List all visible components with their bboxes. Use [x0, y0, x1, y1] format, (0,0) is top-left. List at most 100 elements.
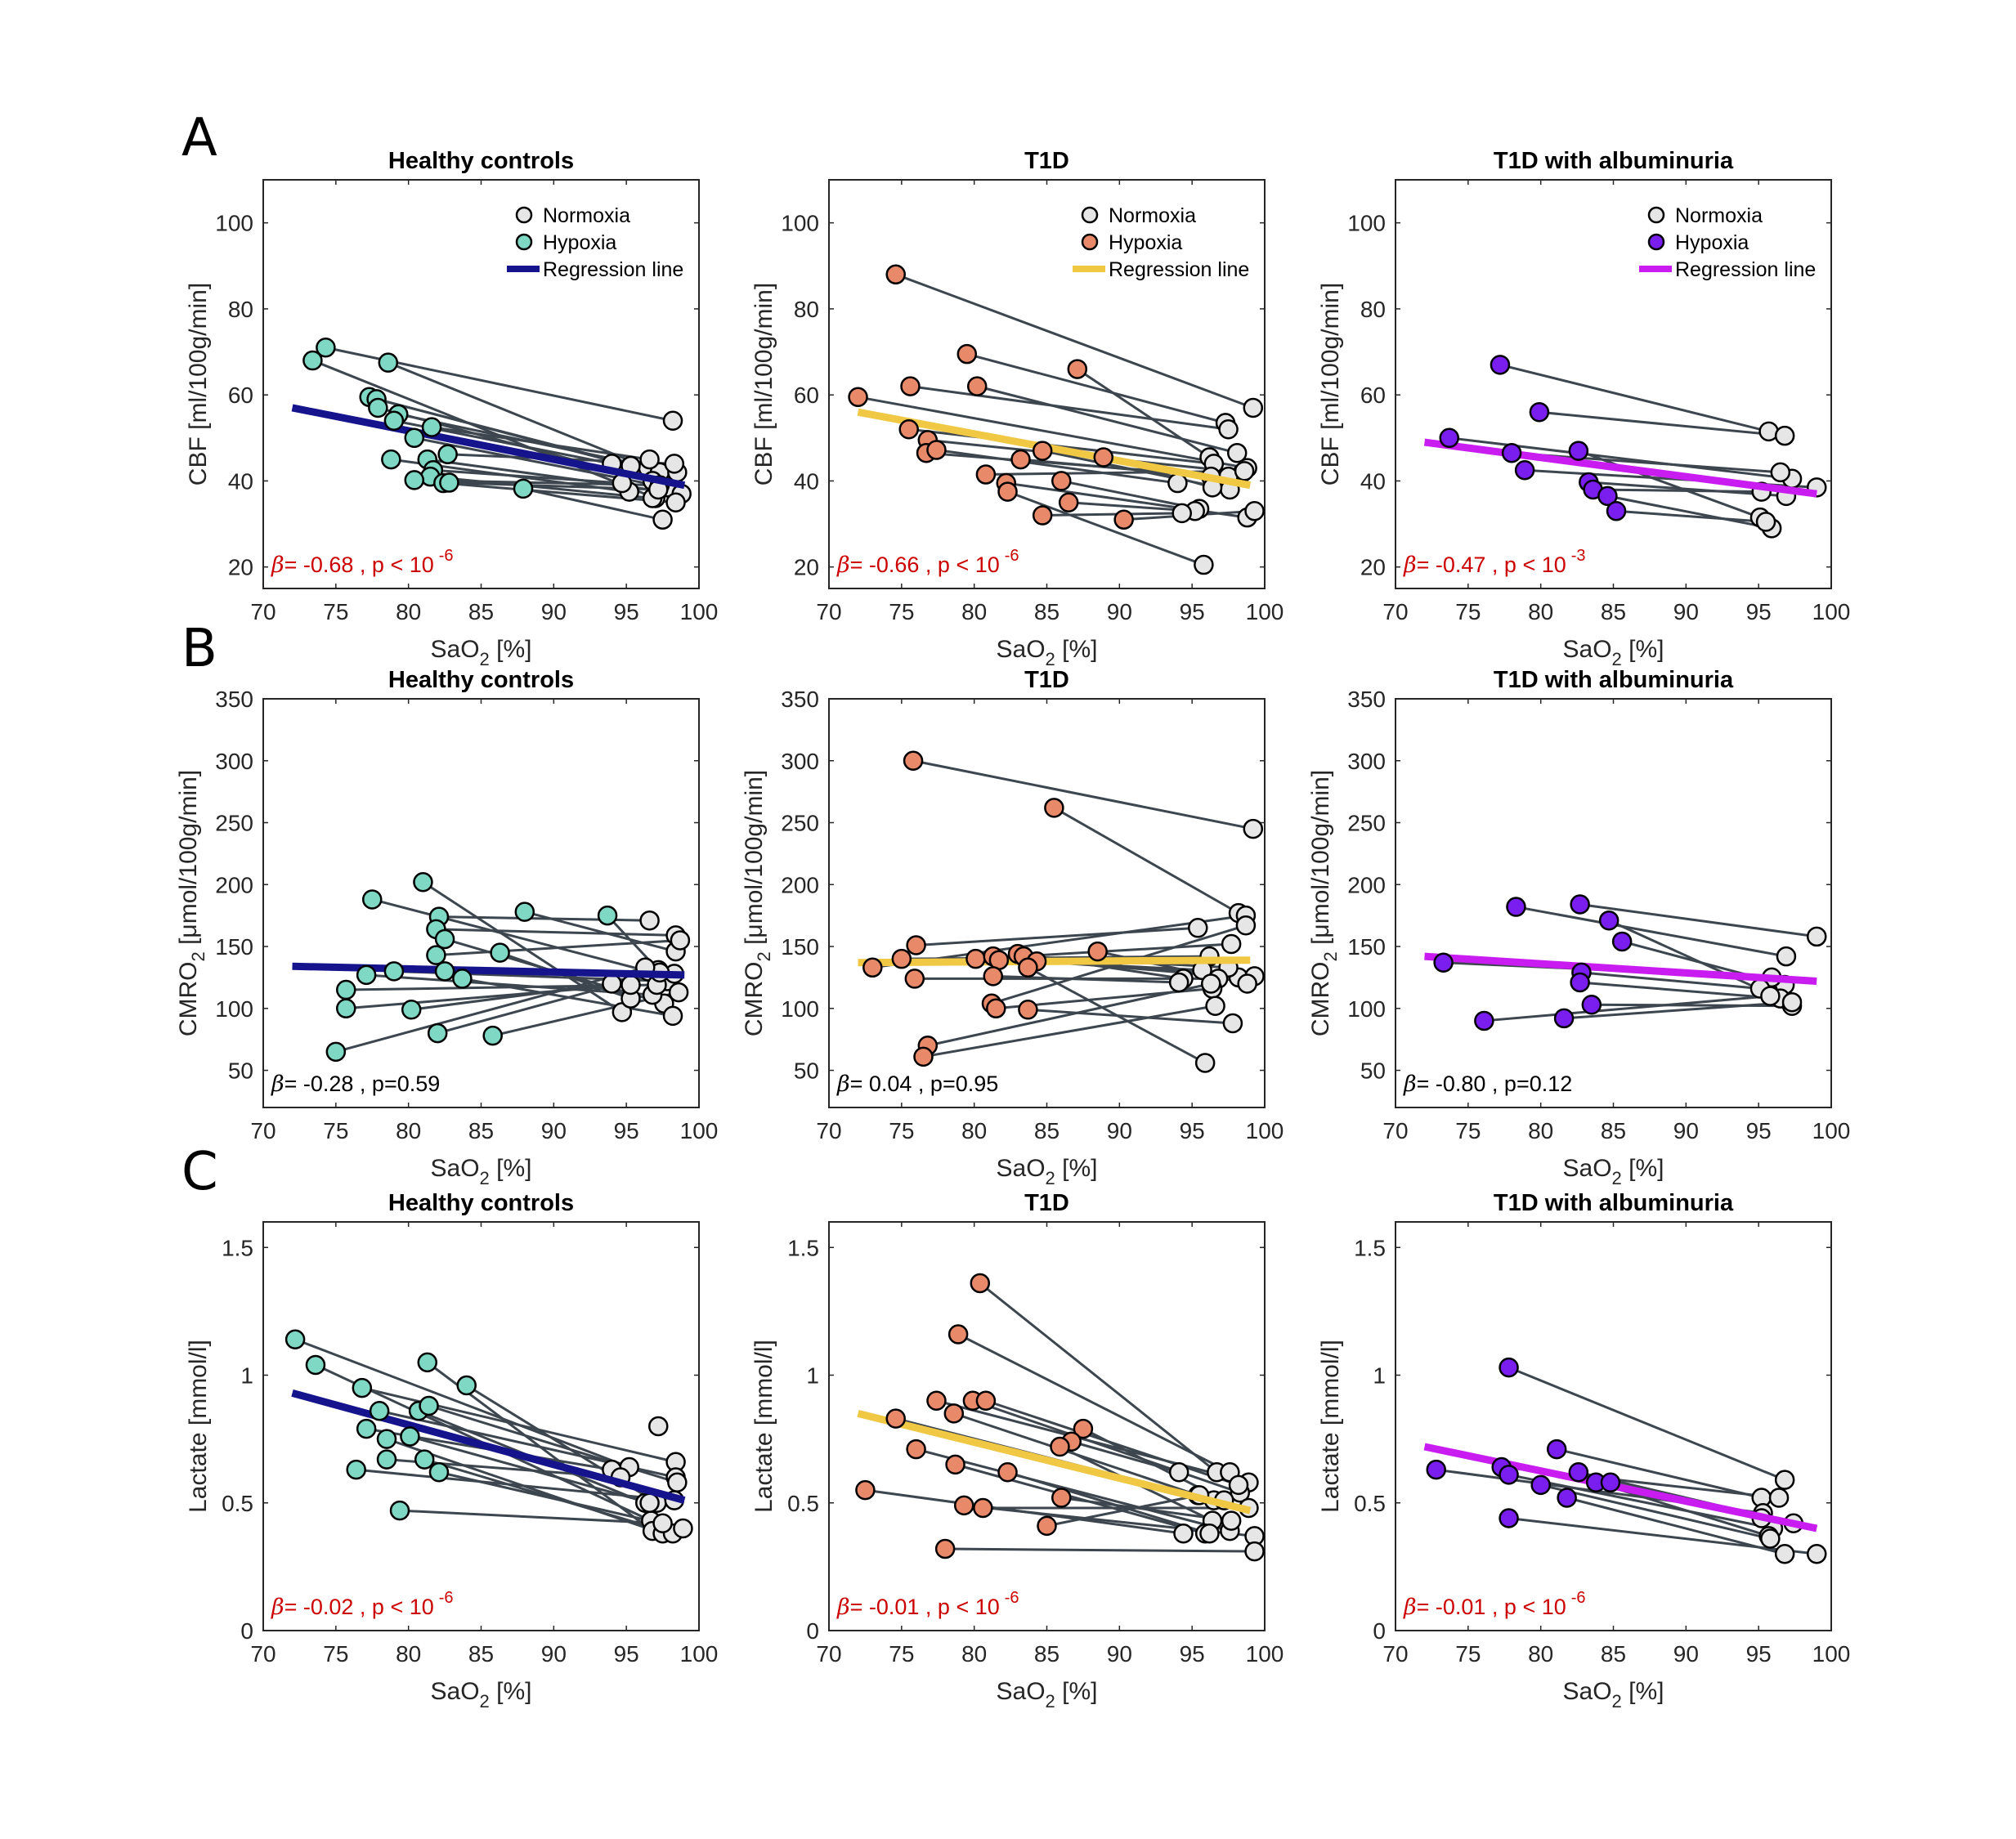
x-tick-label: 70 [250, 1641, 276, 1667]
hypoxia-point [966, 376, 988, 396]
panel-letter-b: B [181, 619, 217, 679]
regression-line [291, 404, 686, 490]
y-tick-label: 100 [1347, 996, 1386, 1022]
panel-title: Healthy controls [388, 148, 574, 174]
hypoxia-point [1598, 910, 1620, 931]
pair-line [311, 359, 656, 499]
normoxia-point [1168, 972, 1189, 993]
x-tick-label: 75 [889, 1641, 914, 1667]
y-tick-label: 100 [1347, 211, 1386, 236]
y-tick-label: 250 [781, 811, 819, 836]
x-tick-label: 95 [1180, 1118, 1205, 1143]
y-tick-label: 300 [1347, 749, 1386, 774]
pair-line [1556, 1447, 1763, 1499]
regression-line [292, 962, 685, 979]
x-tick-label: 95 [1180, 599, 1205, 624]
pair-line [992, 974, 1180, 984]
panel-b-1: Healthy controls 70 75 80 85 90 95 100 50 100 150 2… [175, 667, 718, 1188]
pair-line [294, 1338, 630, 1469]
pair-line [356, 1468, 674, 1502]
y-tick-label: 150 [215, 934, 253, 960]
normoxia-point [1781, 991, 1803, 1013]
x-tick-label: 85 [1601, 1118, 1626, 1143]
x-axis-label: SaO2 [%] [997, 1155, 1098, 1188]
y-tick-label: 100 [215, 996, 253, 1022]
y-tick-label: 1.5 [787, 1235, 819, 1260]
x-tick-label: 80 [1528, 1641, 1553, 1667]
y-tick-label: 200 [781, 872, 819, 897]
hypoxia-point [1553, 1008, 1575, 1029]
x-tick-label: 75 [323, 1641, 348, 1667]
axes-box [262, 179, 700, 589]
hypoxia-point [421, 417, 442, 437]
y-tick-label: 1.5 [222, 1235, 253, 1260]
normoxia-point [1760, 1528, 1781, 1549]
hypoxia-point [904, 969, 925, 989]
hypoxia-point [417, 1352, 438, 1373]
hypoxia-point [316, 338, 336, 358]
x-tick-label: 75 [323, 1118, 348, 1143]
hypoxia-point [1606, 501, 1627, 521]
pair-line [346, 983, 631, 1010]
y-tick-label: 50 [794, 1058, 819, 1084]
normoxia-point [665, 492, 686, 512]
hypoxia-point [368, 397, 388, 418]
x-tick-label: 90 [1107, 1641, 1132, 1667]
normoxia-point [662, 1005, 683, 1027]
x-tick-label: 75 [323, 599, 348, 624]
x-tick-label: 70 [816, 1641, 841, 1667]
x-tick-label: 80 [961, 599, 987, 624]
pair-line [1071, 1440, 1180, 1474]
hypoxia-point [1568, 1462, 1589, 1483]
legend-hypoxia-label: Hypoxia [1109, 231, 1182, 254]
hypoxia-point [953, 1495, 974, 1516]
hypoxia-point [419, 1395, 439, 1416]
hypoxia-point [997, 1462, 1018, 1483]
hypoxia-point [404, 470, 425, 490]
y-tick-label: 1 [806, 1363, 819, 1389]
normoxia-point [662, 410, 683, 431]
hypoxia-point [1087, 941, 1108, 962]
hypoxia-point [885, 1408, 906, 1429]
normoxia-point [1199, 1524, 1220, 1544]
normoxia-point [1776, 946, 1797, 967]
y-tick-label: 350 [1347, 687, 1386, 712]
pair-line [1579, 981, 1781, 1000]
x-axis-label: SaO2 [%] [997, 636, 1098, 669]
pair-line [388, 361, 649, 470]
pair-line [399, 1509, 663, 1525]
hypoxia-point [1611, 931, 1633, 952]
regression-line [857, 408, 1252, 490]
normoxia-point [1205, 996, 1225, 1017]
hypoxia-point [855, 1479, 876, 1501]
pair-line [1007, 490, 1204, 566]
x-tick-label: 90 [541, 1641, 567, 1667]
panel-c-2: T1D 70 75 80 85 90 95 100 0 0.5 1 1.5 SaO2 [%] Lactat… [750, 1190, 1284, 1711]
hypoxia-point [597, 905, 618, 926]
normoxia-point [1188, 918, 1208, 938]
y-tick-label: 100 [215, 211, 253, 236]
x-tick-label: 100 [1812, 599, 1851, 624]
y-tick-label: 20 [1360, 555, 1386, 580]
pair-line [1449, 436, 1793, 481]
hypoxia-point [1032, 441, 1053, 461]
stat-annotation: β= -0.02 , p < 10 -6 [271, 1589, 454, 1620]
x-tick-label: 75 [889, 1118, 914, 1143]
x-tick-label: 100 [1246, 1118, 1284, 1143]
y-tick-label: 350 [215, 687, 253, 712]
stat-annotation: β= -0.68 , p < 10 -6 [271, 547, 454, 578]
pair-line [1608, 919, 1772, 996]
hypoxia-point [970, 1273, 991, 1294]
hypoxia-point [956, 343, 978, 365]
pair-line [979, 1282, 1218, 1474]
stat-annotation: β= -0.80 , p=0.12 [1403, 1072, 1572, 1097]
normoxia-point [1201, 973, 1221, 994]
hypoxia-point [891, 948, 912, 969]
legend-normoxia-marker [1647, 206, 1665, 224]
y-tick-label: 60 [794, 383, 819, 408]
regression-line [1423, 438, 1817, 498]
hypoxia-point [383, 410, 405, 431]
x-tick-label: 75 [889, 599, 914, 624]
